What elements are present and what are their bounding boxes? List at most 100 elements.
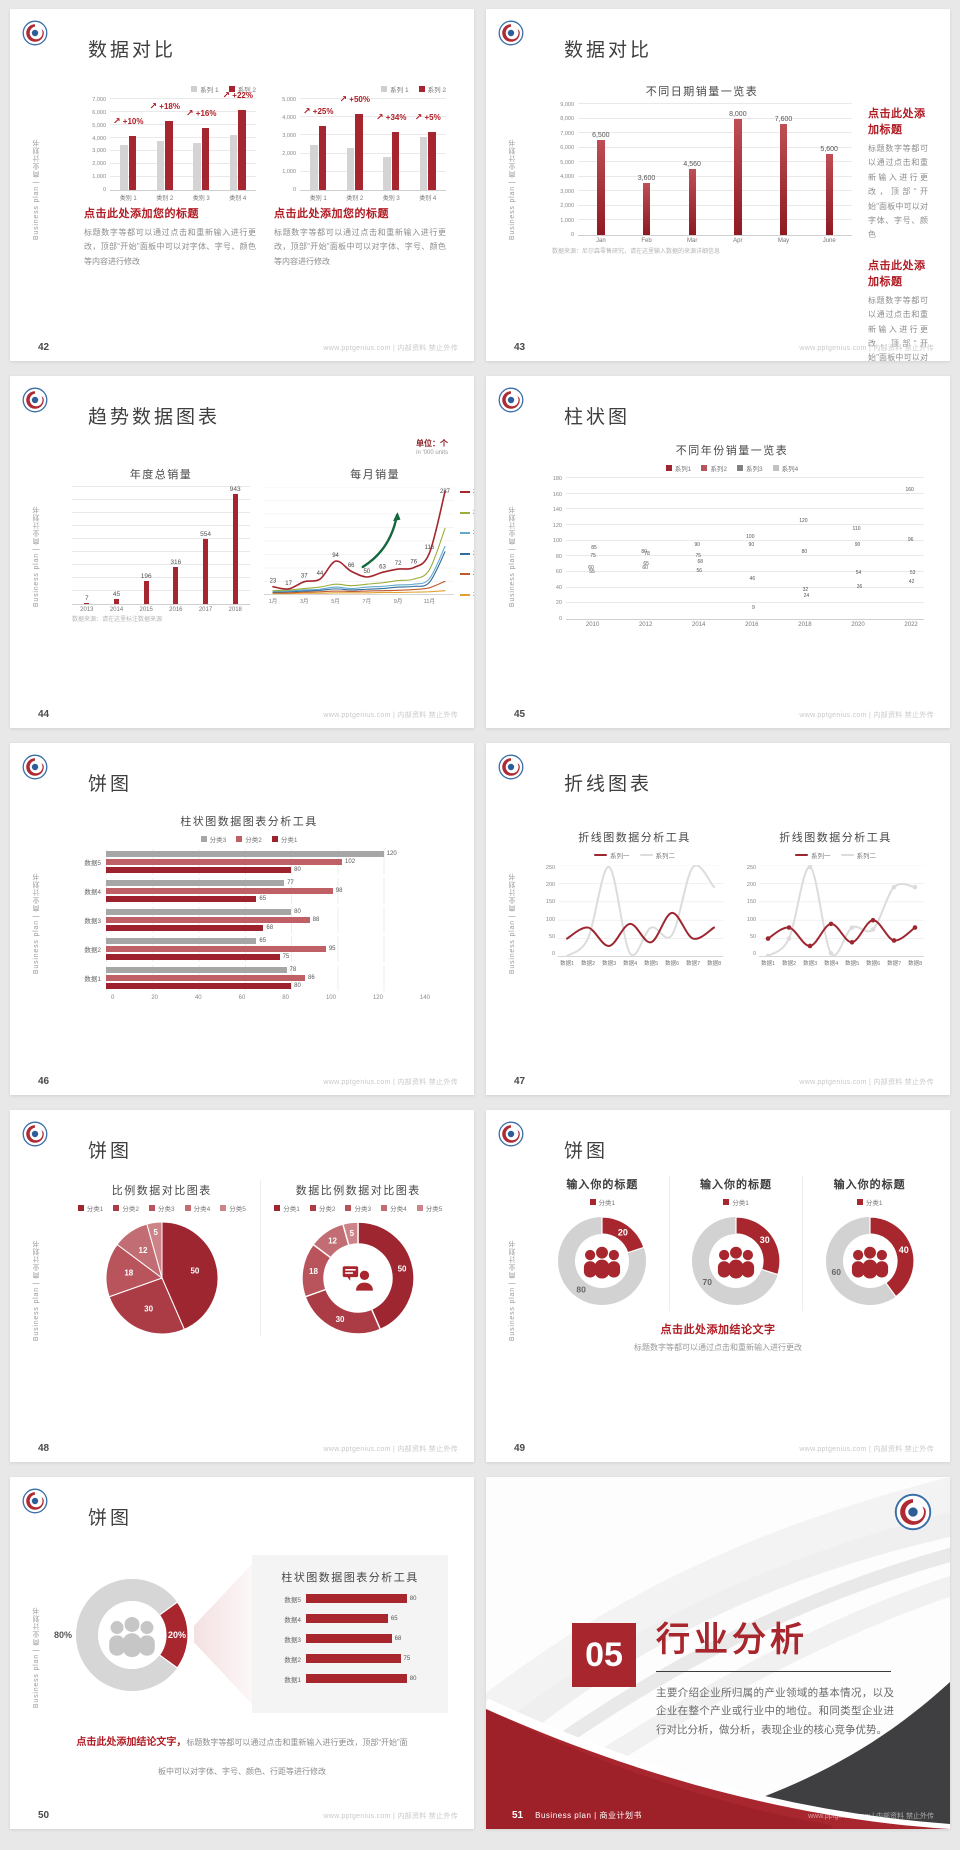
page-number: 43 (514, 342, 526, 353)
svg-text:50: 50 (190, 1267, 199, 1276)
slide-title: 饼图 (88, 774, 133, 795)
slide-50[interactable]: Business plan | 商业计划书 饼图 20% 80% 柱状图数据图表分… (10, 1477, 474, 1829)
block-heading: 点击此处添加标题 (868, 259, 926, 288)
section-divider-content: 05 行业分析 主要介绍企业所归属的产业领域的基本情况，以及企业在整个产业或行业… (572, 1623, 894, 1739)
conclusion-red: 点击此处添加结论文字， (76, 1737, 187, 1748)
section-legend: 分类1 (544, 1197, 661, 1207)
svg-text:50: 50 (363, 569, 370, 575)
detail-panel: 柱状图数据图表分析工具 数据5 80 数据4 65 数据3 68 数据2 75 数据1 80 (252, 1555, 448, 1713)
slide-footer: 47 www.pptgenius.com | 内部资料 禁止外传 (486, 1076, 950, 1087)
footer-site-text: www.pptgenius.com | 内部资料 禁止外传 (323, 344, 458, 352)
slide-title: 饼图 (88, 1141, 133, 1162)
slide-footer: 45 www.pptgenius.com | 内部资料 禁止外传 (486, 709, 950, 720)
footer-site-text: www.pptgenius.com | 内部资料 禁止外传 (323, 1812, 458, 1820)
section-number: 05 (572, 1623, 636, 1687)
svg-text:72: 72 (395, 561, 402, 567)
svg-text:76: 76 (410, 560, 417, 566)
footer-site-text: www.pptgenius.com | 内部资料 禁止外传 (323, 711, 458, 719)
slide-body: 柱状图数据图表分析工具 分类3 分类2 分类1 数据5 120 102 80 数据4 77 98 65… (10, 801, 474, 1067)
slide-body: 系列 1 系列 2 7,000 6,000 5,000 4,000 3,000 2,000 1,… (10, 67, 474, 333)
svg-text:30: 30 (144, 1304, 153, 1313)
block-body: 标题数字等都可以通过点击和重新输入进行更改，顶部“开始”面板中可以对字体、字号、… (868, 295, 928, 361)
page-number: 44 (38, 709, 50, 720)
slide-title: 饼图 (88, 1508, 133, 1529)
footer-site-text: www.pptgenius.com | 内部资料 禁止外传 (799, 1078, 934, 1086)
section-title: 输入你的标题 (833, 1179, 906, 1191)
page-number: 46 (38, 1076, 50, 1087)
slide-44[interactable]: Business plan | 商业计划书 趋势数据图表 单位：个 in '00… (10, 376, 474, 728)
svg-text:23: 23 (270, 579, 277, 585)
unit-note: 单位：个 in '000 units (416, 438, 448, 456)
section-legend: 分类1 (811, 1197, 928, 1207)
svg-text:30: 30 (760, 1235, 770, 1245)
slide-42[interactable]: Business plan | 商业计划书 数据对比 系列 1 系列 2 7,000… (10, 9, 474, 361)
donut-chart-20: 20 80 (544, 1211, 661, 1311)
svg-text:17: 17 (285, 581, 292, 587)
svg-text:116: 116 (425, 545, 435, 551)
page-number: 47 (514, 1076, 526, 1087)
annual-sales-column-chart: 年度总销量 7 2013 45 2014 196 2015 316 2016 554 2017 943… (72, 464, 250, 613)
brand-logo-icon (498, 1121, 524, 1147)
legend-label: 分类1 (598, 1200, 616, 1207)
footer-book-title: Business plan | 商业计划书 (535, 1811, 642, 1820)
brand-logo-icon (22, 20, 48, 46)
footer-site-text: www.pptgenius.com | 内部资料 禁止外传 (799, 711, 934, 719)
slide-47[interactable]: Business plan | 商业计划书 折线图表 折线图数据分析工具 系列一系… (486, 743, 950, 1095)
slide-43[interactable]: Business plan | 商业计划书 数据对比 不同日期销量一览表 9,00… (486, 9, 950, 361)
section-title: 输入你的标题 (566, 1179, 639, 1191)
svg-text:80: 80 (577, 1285, 587, 1295)
block-body: 标题数字等都可以通过点击和重新输入进行更改，顶部“开始”面板中可以对字体、字号、… (84, 228, 256, 266)
footer-site-text: www.pptgenius.com | 内部资料 禁止外传 (323, 1445, 458, 1453)
slide-footer: 43 www.pptgenius.com | 内部资料 禁止外传 (486, 342, 950, 353)
block-body: 标题数字等都可以通过点击和重新输入进行更改，顶部“开始”面板中可以对字体、字号、… (868, 144, 928, 240)
slide-48[interactable]: Business plan | 商业计划书 饼图 比例数据对比图表 分类1 分类2 分… (10, 1110, 474, 1462)
grouped-column-chart-left: 系列 1 系列 2 7,000 6,000 5,000 4,000 3,000 2,000 1,… (92, 86, 256, 202)
slide-body: 不同日期销量一览表 9,000 8,000 7,000 6,000 5,000 4,000 3… (486, 67, 950, 361)
grouped-column-chart-right: 系列 1 系列 2 5,000 4,000 3,000 2,000 1,000 0 ↗ +25%… (282, 86, 446, 202)
slide-footer: 51 Business plan | 商业计划书 www.pptgenius.c… (486, 1810, 950, 1821)
slide-title: 趋势数据图表 (88, 407, 221, 428)
unit-note-cn: 单位：个 (416, 439, 448, 448)
slide-49[interactable]: Business plan | 商业计划书 饼图 输入你的标题 分类1 20 80… (486, 1110, 950, 1462)
line-chart-left: 折线图数据分析工具 系列一 系列二 250 200 150 100 50 0 数据1 数据2 数据3 数… (545, 832, 724, 967)
slide-46[interactable]: Business plan | 商业计划书 饼图 柱状图数据图表分析工具 分类3 分… (10, 743, 474, 1095)
brand-logo-icon (22, 1121, 48, 1147)
block-heading: 点击此处添加标题 (868, 108, 926, 136)
page-number: 48 (38, 1443, 50, 1454)
footer-site-text: www.pptgenius.com | 内部资料 禁止外传 (808, 1812, 934, 1820)
brand-logo-icon (498, 20, 524, 46)
donut-section-2: 输入你的标题 分类1 30 70 (668, 1176, 803, 1311)
block-heading: 点击此处添加您的标题 (274, 208, 389, 220)
brand-logo-icon (22, 387, 48, 413)
donut-chart-80-20: 20% 80% (50, 1569, 208, 1699)
slide-body: 比例数据对比图表 分类1 分类2 分类3 分类4 分类5 50 30 18 12 5 数据比例数据对… (10, 1168, 474, 1434)
monthly-sales-line-chart: 每月销量 23 17 37 44 94 66 50 63 72 76 116 287 1月 3月 5月 7月 9月… (264, 464, 474, 606)
divider-rule (656, 1671, 891, 1672)
data-source-note: 数据来源：请在这里标注数据来源 (72, 617, 163, 623)
section-legend: 分类1 (678, 1197, 795, 1207)
block-heading: 点击此处添加您的标题 (84, 208, 199, 220)
horizontal-bar-chart: 柱状图数据图表分析工具 分类3 分类2 分类1 数据5 120 102 80 数据4 77 98 65… (84, 816, 430, 1001)
conclusion-gray: 标题数字等都可以通过点击和重新输入进行更改，顶部“开始”面板中可以对字体、字号、… (158, 1738, 408, 1776)
slide-title: 饼图 (564, 1141, 609, 1162)
unit-note-en: in '000 units (416, 450, 448, 456)
slide-footer: 42 www.pptgenius.com | 内部资料 禁止外传 (10, 342, 474, 353)
panel-bar-chart: 柱状图数据图表分析工具 数据5 80 数据4 65 数据3 68 数据2 75 数据1 80 (281, 1572, 419, 1684)
line-chart-right: 折线图数据分析工具 系列一 系列二 250 200 150 100 50 0 数据1 数据2 数据3 数… (746, 832, 925, 967)
svg-text:66: 66 (348, 563, 355, 569)
page-number: 49 (514, 1443, 526, 1454)
slide-title: 柱状图 (564, 407, 631, 428)
svg-text:30: 30 (336, 1315, 345, 1324)
conclusion-heading: 点击此处添加结论文字 (660, 1324, 776, 1336)
page-number: 50 (38, 1810, 50, 1821)
slide-footer: 44 www.pptgenius.com | 内部资料 禁止外传 (10, 709, 474, 720)
slide-body: 不同年份销量一览表 系列1 系列2 系列3 系列4 180 160 140 120 100 80 60… (486, 434, 950, 700)
monthly-sales-column-chart: 不同日期销量一览表 9,000 8,000 7,000 6,000 5,000 4,000 3… (552, 83, 852, 244)
slide-51[interactable]: 05 行业分析 主要介绍企业所归属的产业领域的基本情况，以及企业在整个产业或行业… (486, 1477, 950, 1829)
donut-section-1: 输入你的标题 分类1 20 80 (536, 1176, 669, 1311)
svg-text:60: 60 (831, 1267, 841, 1277)
slide-45[interactable]: Business plan | 商业计划书 柱状图 不同年份销量一览表 系列1 系列… (486, 376, 950, 728)
donut-chart-30: 30 70 (678, 1211, 795, 1311)
svg-text:287: 287 (440, 489, 451, 495)
